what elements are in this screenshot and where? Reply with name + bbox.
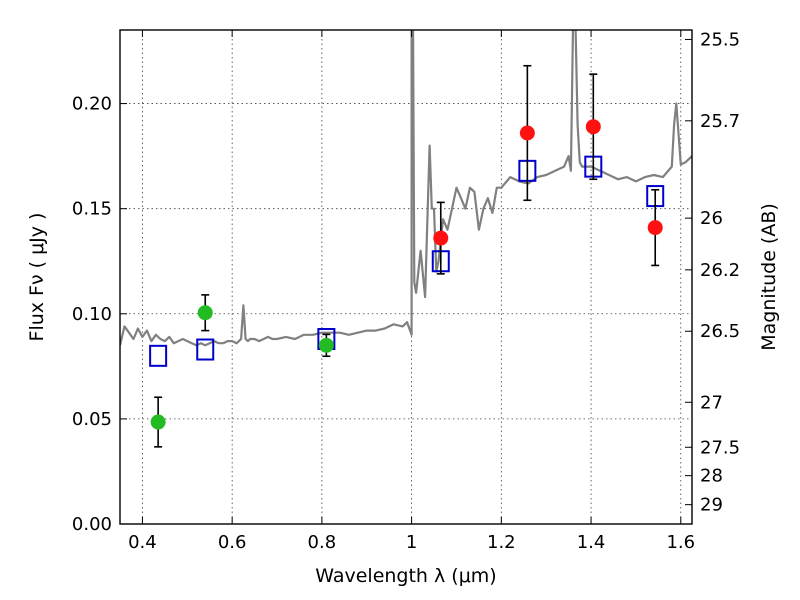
x-tick-label: 0.6 [218, 532, 247, 553]
x-tick-label: 0.4 [128, 532, 157, 553]
model-bandpass-square [196, 338, 215, 361]
nir-photometry-point [519, 125, 535, 141]
axes: 0.4 0.6 0.8 1 1.2 1.4 1.6 0.00 0.05 0.10 0.15 0.20 2… [72, 29, 740, 553]
y-tick-label: 0.20 [72, 94, 112, 115]
model-bandpass-square [149, 344, 168, 367]
y-tick-label: 0.15 [72, 199, 112, 220]
nir-photometry-point [585, 119, 601, 135]
y-tick-label: 0.10 [72, 304, 112, 325]
y2-tick-label: 27.5 [700, 437, 740, 458]
y-tick-label: 0.05 [72, 409, 112, 430]
y2-tick-label: 27 [700, 392, 723, 413]
optical-photometry-point [150, 414, 166, 430]
x-tick-label: 1.6 [666, 532, 695, 553]
model-spectrum-line [120, 30, 692, 347]
optical-photometry-point [197, 305, 213, 321]
y2-tick-label: 25.5 [700, 29, 740, 50]
x-tick-label: 1.2 [487, 532, 516, 553]
nir-photometry-point [433, 230, 449, 246]
y2-tick-label: 29 [700, 495, 723, 516]
optical-photometry-point [318, 337, 334, 353]
x-axis-label: Wavelength λ (μm) [315, 565, 496, 587]
series-layer [120, 30, 692, 448]
y2-tick-label: 28 [700, 466, 723, 487]
nir-photometry-point [647, 220, 663, 236]
y2-tick-label: 26.5 [700, 321, 740, 342]
y2-tick-label: 25.7 [700, 111, 740, 132]
y2-axis-label: Magnitude (AB) [758, 203, 780, 351]
y2-tick-label: 26.2 [700, 260, 740, 281]
grid [120, 30, 692, 525]
y2-tick-label: 26 [700, 208, 723, 229]
x-tick-label: 1.4 [577, 532, 606, 553]
y-axis-label: Flux Fν ( μJy ) [26, 213, 48, 342]
y-tick-label: 0.00 [72, 514, 112, 535]
plot-frame [119, 29, 693, 525]
x-tick-label: 1 [406, 532, 417, 553]
x-tick-label: 0.8 [308, 532, 337, 553]
